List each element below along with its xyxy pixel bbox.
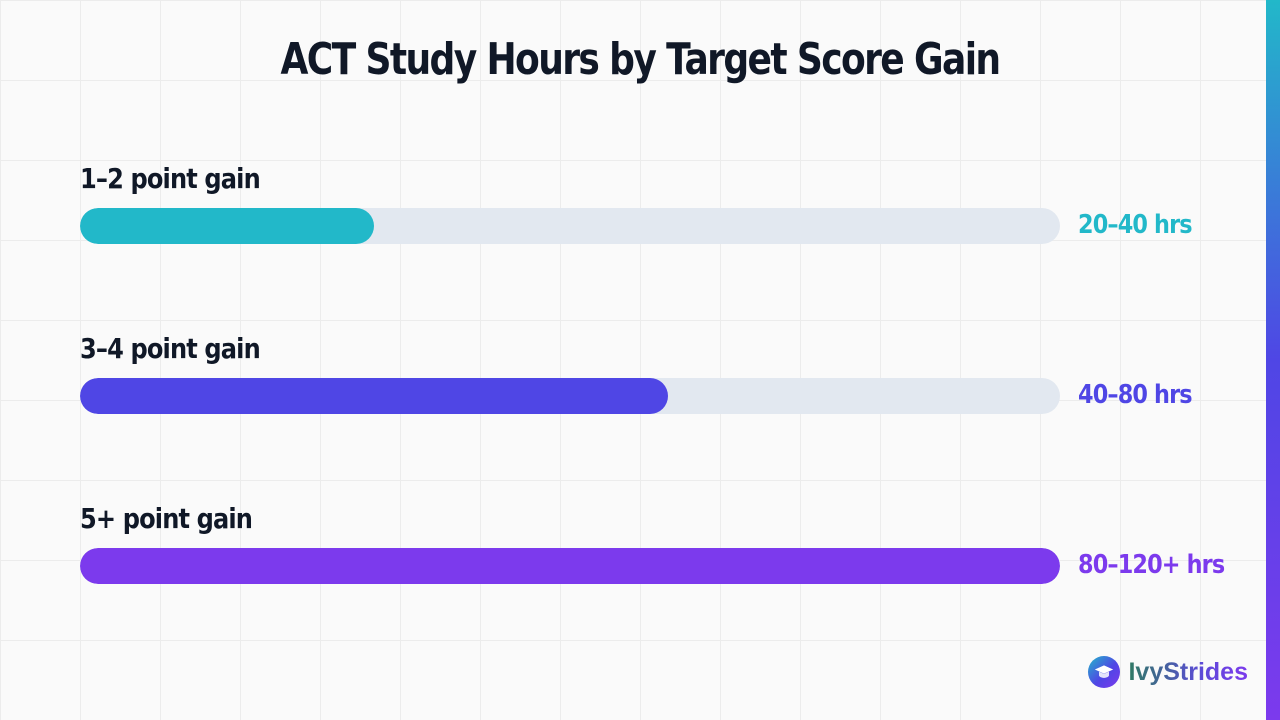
bar-fill <box>80 208 374 244</box>
category-label: 5+ point gain <box>80 502 253 535</box>
bar-track <box>80 548 1060 584</box>
chart-title: ACT Study Hours by Target Score Gain <box>280 34 1002 85</box>
bar-row: 1–2 point gain 20–40 hrs <box>80 162 1220 272</box>
brand-name: IvyStrides <box>1128 657 1248 686</box>
category-label: 3–4 point gain <box>80 332 261 365</box>
accent-edge-bar <box>1266 0 1280 720</box>
bar-track <box>80 208 1060 244</box>
brand-logo: IvyStrides <box>1088 656 1248 688</box>
bar-track <box>80 378 1060 414</box>
bar-row: 5+ point gain 80–120+ hrs <box>80 502 1225 612</box>
value-label: 40–80 hrs <box>1078 380 1193 410</box>
graduation-cap-icon <box>1088 656 1121 688</box>
value-label: 20–40 hrs <box>1078 210 1193 240</box>
bar-row: 3–4 point gain 40–80 hrs <box>80 332 1220 442</box>
bar-fill <box>80 548 1060 584</box>
bar-fill <box>80 378 668 414</box>
category-label: 1–2 point gain <box>80 162 261 195</box>
value-label: 80–120+ hrs <box>1078 550 1225 580</box>
